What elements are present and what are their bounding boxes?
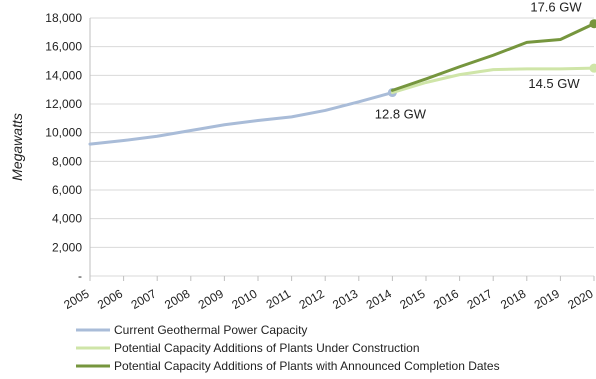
legend-label: Current Geothermal Power Capacity — [114, 323, 307, 337]
annotations: 12.8 GW 14.5 GW 17.6 GW — [375, 0, 583, 122]
x-tick-label: 2012 — [297, 286, 327, 312]
series-end-marker-2 — [589, 63, 596, 73]
x-tick-label: 2018 — [498, 286, 528, 312]
x-tick-label: 2010 — [229, 286, 259, 312]
data-label: 12.8 GW — [375, 107, 427, 122]
series-lines — [88, 19, 596, 146]
y-tick-label: 16,000 — [45, 40, 82, 54]
x-tick-label: 2015 — [397, 286, 427, 312]
x-tick-label: 2013 — [330, 286, 360, 312]
data-label: 14.5 GW — [528, 76, 580, 91]
x-tick-label: 2014 — [364, 286, 394, 312]
y-tick-label: 8,000 — [52, 154, 82, 168]
x-tick-label: 2007 — [129, 286, 159, 312]
y-tick-label: 12,000 — [45, 97, 82, 111]
y-tick-label: 6,000 — [52, 183, 82, 197]
y-axis-label: Megawatts — [9, 113, 25, 181]
x-tick-label: 2011 — [264, 286, 294, 311]
y-tick-label: 4,000 — [52, 212, 82, 226]
series-line-1 — [88, 91, 394, 146]
x-tick-label: 2020 — [565, 286, 595, 312]
series-line-3 — [390, 22, 596, 92]
y-axis-ticks: - 2,000 4,000 6,000 8,000 10,000 12,000 14,000 1… — [45, 11, 82, 283]
y-tick-label: 2,000 — [52, 240, 82, 254]
y-tick-label: 18,000 — [45, 11, 82, 25]
gridlines — [89, 17, 595, 281]
legend-label: Potential Capacity Additions of Plants w… — [114, 359, 500, 373]
x-tick-label: 2006 — [95, 286, 125, 312]
x-tick-label: 2016 — [431, 286, 461, 312]
data-label: 17.6 GW — [530, 0, 582, 15]
series-line-2 — [390, 66, 596, 95]
x-tick-label: 2005 — [61, 286, 91, 312]
y-tick-label: - — [78, 269, 82, 283]
x-tick-label: 2017 — [465, 286, 495, 312]
x-tick-label: 2009 — [196, 286, 226, 312]
x-tick-label: 2019 — [532, 286, 562, 312]
series-end-marker-3 — [589, 19, 596, 29]
y-tick-label: 10,000 — [45, 126, 82, 140]
x-axis-ticks: 2005 2006 2007 2008 2009 2010 2011 2012 2013 2014… — [61, 286, 595, 312]
legend: Current Geothermal Power Capacity Potenti… — [76, 323, 500, 373]
y-tick-label: 14,000 — [45, 68, 82, 82]
x-tick-label: 2008 — [162, 286, 192, 312]
legend-label: Potential Capacity Additions of Plants U… — [114, 341, 420, 355]
